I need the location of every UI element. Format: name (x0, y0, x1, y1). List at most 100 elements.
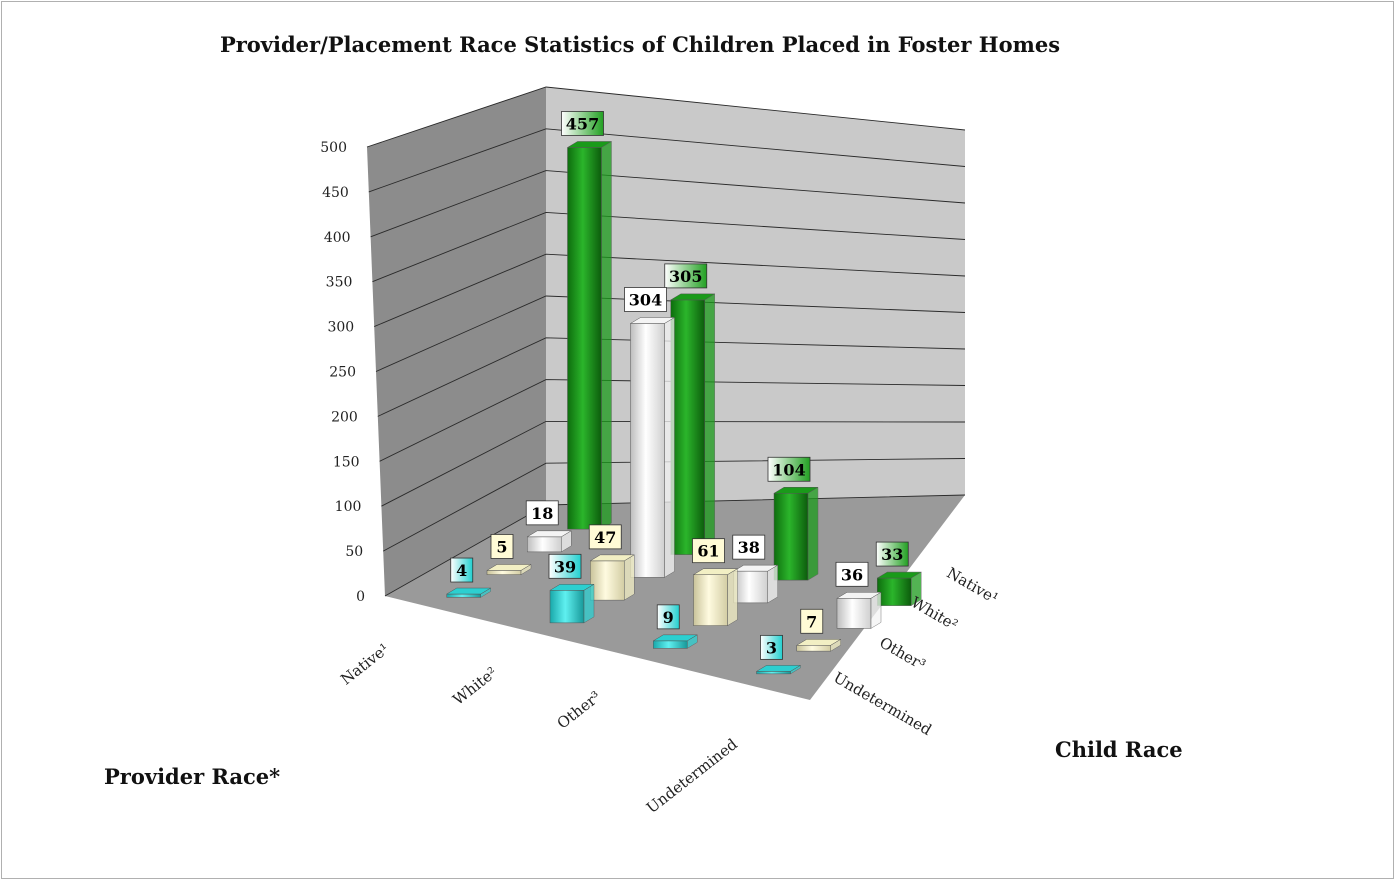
data-label: 33 (881, 545, 903, 564)
gridline (382, 458, 966, 552)
data-label-box (732, 534, 766, 560)
gridline (372, 211, 966, 283)
child-category-label: Other³ (876, 633, 928, 674)
data-label: 7 (806, 612, 817, 631)
data-label-box (588, 524, 622, 550)
provider-category-label: Undetermined (643, 735, 741, 817)
bar-side (790, 664, 801, 675)
y-tick-label: 450 (322, 185, 349, 201)
data-label: 18 (531, 504, 553, 523)
data-label-box (800, 608, 824, 634)
gridline (368, 128, 966, 193)
bar-side (624, 554, 635, 601)
bar-side (561, 530, 572, 553)
bar-side (520, 564, 532, 576)
gridline (381, 420, 966, 507)
y-tick-label: 150 (333, 454, 360, 470)
bar-side (687, 634, 698, 649)
bar-face (733, 570, 768, 604)
x-axis-title: Provider Race* (104, 764, 281, 789)
data-label: 457 (566, 114, 599, 133)
data-label-box (525, 500, 559, 526)
bar-side (480, 587, 491, 598)
bar-face (653, 640, 688, 649)
gridline (374, 253, 966, 328)
bar-face (836, 598, 872, 629)
data-label-box (692, 538, 725, 564)
bar: 18 (525, 500, 573, 553)
y-tick-label: 300 (327, 320, 354, 336)
bar-side (601, 141, 612, 530)
provider-category-label: White² (449, 663, 500, 708)
y-tick-label: 200 (331, 409, 358, 425)
data-label-box (490, 534, 514, 559)
gridline (379, 379, 966, 462)
data-label-box (624, 287, 667, 312)
data-label: 304 (629, 290, 662, 309)
data-label: 3 (766, 638, 777, 657)
data-label: 38 (738, 538, 760, 557)
gridlines (366, 86, 966, 597)
y-tick-label: 100 (335, 499, 362, 515)
bar-face (549, 590, 585, 624)
bar: 304 (624, 287, 676, 578)
data-label: 4 (456, 561, 467, 580)
child-category-label: Undetermined (830, 668, 935, 739)
bar-face (630, 323, 665, 578)
data-label-box (561, 111, 604, 136)
data-label-box (450, 557, 474, 583)
bar-face (877, 577, 912, 606)
data-label-box (835, 561, 869, 587)
gridline (375, 295, 966, 372)
data-label-box (875, 541, 909, 567)
bar-face (756, 671, 791, 675)
y-tick-label: 250 (329, 365, 356, 381)
bar-side (870, 591, 882, 629)
data-label: 9 (663, 608, 674, 627)
provider-category-label: Other³ (554, 688, 605, 733)
bar-face (670, 299, 705, 555)
bar-side (727, 568, 738, 627)
data-label-box (656, 604, 680, 630)
data-label: 36 (841, 565, 863, 584)
data-label: 47 (594, 528, 616, 547)
bar: 39 (548, 553, 595, 624)
child-category-label: Native¹ (944, 564, 1002, 608)
y-tick-label: 500 (320, 140, 347, 156)
gridline (366, 86, 966, 148)
bar-side (664, 317, 675, 578)
y-tick-label: 0 (356, 589, 365, 605)
bar: 36 (835, 561, 882, 629)
child-category-label: White² (908, 593, 961, 634)
data-label: 5 (496, 537, 507, 556)
gridline (377, 337, 966, 417)
bar: 3 (755, 634, 802, 675)
bar: 61 (692, 538, 739, 627)
bar: 33 (875, 541, 923, 607)
gridline (370, 170, 966, 238)
bar: 457 (561, 111, 613, 530)
bar-face (446, 593, 481, 598)
provider-category-label: Native¹ (337, 640, 392, 689)
y-tick-label: 350 (326, 275, 353, 291)
y-axis-ticks: 0 50 100 150 200 250 300 350 400 450 500 (320, 140, 365, 605)
bar: 47 (588, 524, 636, 601)
chart-title: Provider/Placement Race Statistics of Ch… (219, 32, 1061, 57)
data-label: 104 (772, 460, 805, 479)
data-label-box (760, 634, 783, 660)
bar-face (486, 570, 522, 575)
bar-face (796, 645, 831, 652)
data-label: 305 (669, 267, 702, 286)
y-tick-label: 50 (345, 544, 363, 560)
bar: 104 (767, 456, 819, 581)
bar-face (527, 536, 562, 553)
bar: 5 (486, 534, 532, 576)
data-label-box (664, 263, 708, 289)
bar-side (911, 571, 922, 607)
y-tick-label: 400 (324, 230, 351, 246)
bar: 38 (732, 534, 779, 604)
data-label-box (548, 553, 582, 579)
bar: 305 (664, 263, 716, 556)
bar: 4 (445, 557, 492, 598)
